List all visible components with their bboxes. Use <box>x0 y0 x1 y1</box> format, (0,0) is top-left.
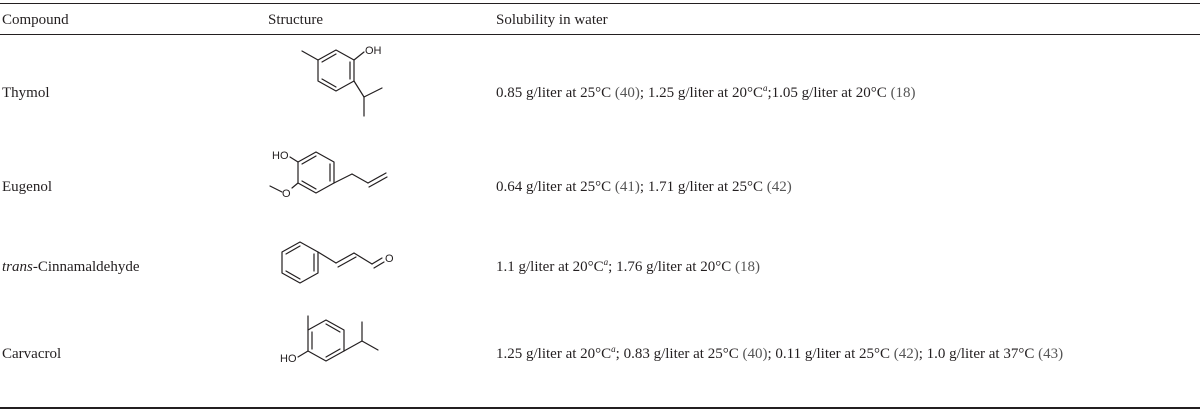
solubility-thymol: 0.85 g/liter at 25°C (40); 1.25 g/liter … <box>496 83 916 102</box>
header-solubility: Solubility in water <box>496 12 608 28</box>
header-structure: Structure <box>268 12 323 28</box>
solubility-cinnamaldehyde: 1.1 g/liter at 20°Ca; 1.76 g/liter at 20… <box>496 257 760 276</box>
table-header-rule <box>0 34 1200 35</box>
table-bottom-rule <box>0 407 1200 409</box>
eugenol-ho-label: HO <box>272 150 289 162</box>
compound-name-carvacrol: Carvacrol <box>2 346 62 362</box>
thymol-structure-image: OH <box>301 45 383 117</box>
compound-name-thymol: Thymol <box>2 85 50 101</box>
compound-name-cinnamaldehyde: trans-Cinnamaldehyde <box>2 259 140 275</box>
thymol-oh-label: OH <box>365 45 382 57</box>
solubility-eugenol: 0.64 g/liter at 25°C (41); 1.71 g/liter … <box>496 179 792 195</box>
carvacrol-structure-image: HO <box>280 315 379 365</box>
eugenol-o-label: O <box>282 188 291 200</box>
cinnamaldehyde-o-label: O <box>385 253 394 265</box>
table-top-rule <box>0 3 1200 4</box>
eugenol-structure-image: HO O <box>269 150 388 200</box>
header-compound: Compound <box>2 12 69 28</box>
compound-name-eugenol: Eugenol <box>2 179 52 195</box>
solubility-carvacrol: 1.25 g/liter at 20°Ca; 0.83 g/liter at 2… <box>496 344 1064 363</box>
cinnamaldehyde-structure-image: O <box>281 241 394 284</box>
carvacrol-ho-label: HO <box>280 353 297 365</box>
